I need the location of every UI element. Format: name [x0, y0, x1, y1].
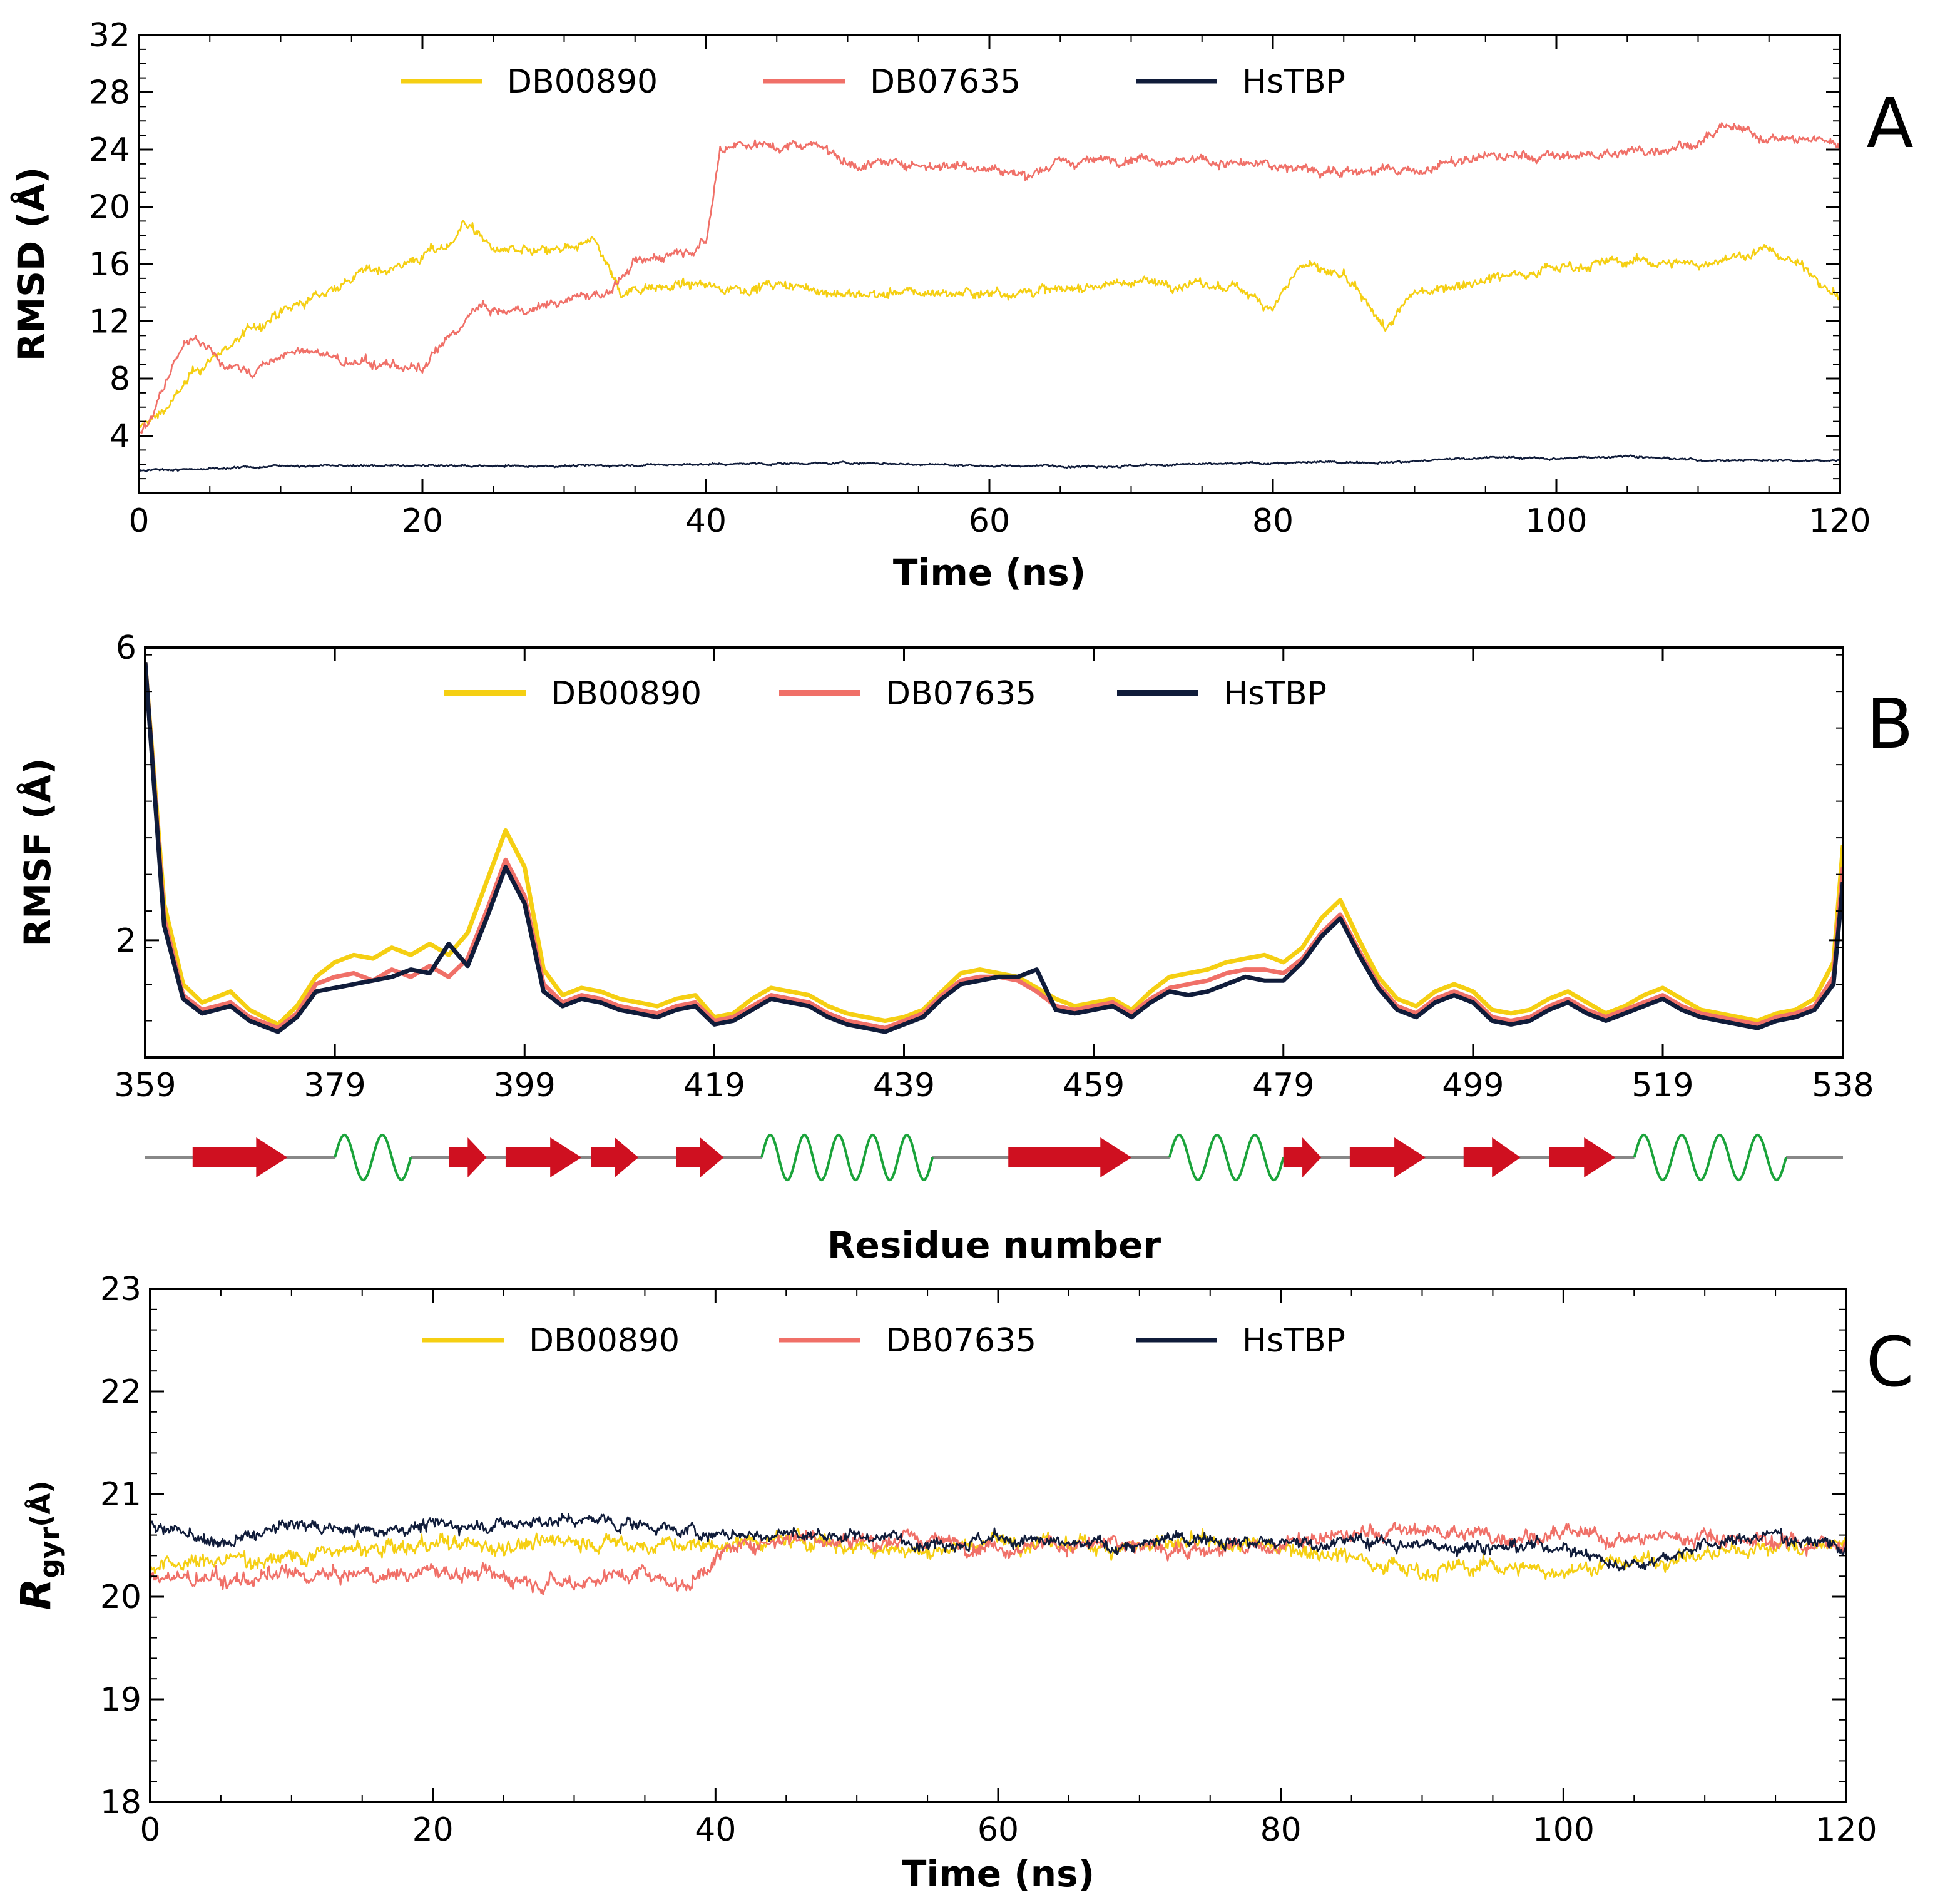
- legend-label-db00890: DB00890: [551, 675, 702, 713]
- beta-strand-arrow: [591, 1137, 639, 1177]
- y-tick-label: 32: [89, 17, 130, 54]
- beta-strand-arrow: [449, 1137, 487, 1177]
- beta-strand-arrow: [1008, 1137, 1132, 1177]
- plot-frame: [138, 34, 1841, 494]
- x-tick-label: 499: [1442, 1067, 1504, 1104]
- x-tick-label: 519: [1631, 1067, 1693, 1104]
- x-tick-label: 80: [1252, 502, 1294, 540]
- legend-label-db07635: DB07635: [886, 1322, 1036, 1360]
- x-tick-label: 100: [1525, 502, 1587, 540]
- legend-label-db07635: DB07635: [886, 675, 1036, 713]
- x-tick-label: 538: [1812, 1067, 1874, 1104]
- legend-label-db00890: DB00890: [529, 1322, 680, 1360]
- y-tick-label: 2: [116, 922, 136, 960]
- y-tick-label: 24: [89, 131, 130, 169]
- series-line-hstbp: [150, 1513, 1846, 1572]
- series-line-db00890: [139, 220, 1840, 428]
- series-line-db07635: [150, 1522, 1846, 1595]
- beta-strand-arrow: [1283, 1137, 1322, 1177]
- y-tick-label: 20: [89, 189, 130, 226]
- plot-frame: [144, 646, 1844, 1059]
- x-axis-title: Residue number: [827, 1224, 1161, 1266]
- x-tick-label: 80: [1260, 1811, 1302, 1849]
- beta-strand-arrow: [505, 1137, 582, 1177]
- panel-c: 0 20 40 60 80 100 120 18 19 20 21 22 23 Time (ns) Rgyr…: [12, 1271, 1914, 1895]
- legend-label-hstbp: HsTBP: [1223, 675, 1327, 713]
- alpha-helix-coil: [1633, 1133, 1788, 1182]
- x-tick-label: 419: [683, 1067, 745, 1104]
- panel-letter: B: [1866, 684, 1913, 764]
- series-line-db07635: [139, 122, 1840, 434]
- x-tick-label: 459: [1063, 1067, 1125, 1104]
- beta-strand-arrow: [1463, 1137, 1521, 1177]
- x-tick-label: 40: [695, 1811, 736, 1849]
- legend-label-db07635: DB07635: [870, 63, 1021, 101]
- x-tick-label: 120: [1809, 502, 1871, 540]
- y-tick-label: 22: [100, 1373, 141, 1411]
- plot-frame: [149, 1288, 1847, 1803]
- series-line-db00890: [145, 662, 1843, 1027]
- x-tick-label: 0: [140, 1811, 160, 1849]
- legend-label-hstbp: HsTBP: [1242, 63, 1345, 101]
- y-tick-label: 8: [110, 360, 130, 398]
- x-tick-label: 20: [412, 1811, 454, 1849]
- y-axis-title: Rgyr(Å): [12, 1481, 66, 1610]
- panel-letter: A: [1866, 83, 1913, 163]
- y-axis-title: RMSF (Å): [16, 758, 59, 947]
- y-tick-label: 6: [116, 629, 136, 667]
- x-tick-label: 439: [873, 1067, 935, 1104]
- x-tick-label: 100: [1533, 1811, 1595, 1849]
- x-tick-label: 120: [1815, 1811, 1877, 1849]
- beta-strand-arrow: [676, 1137, 724, 1177]
- x-tick-label: 359: [114, 1067, 176, 1104]
- secondary-structure-track: [145, 1133, 1843, 1182]
- y-tick-label: 18: [100, 1784, 141, 1821]
- y-tick-label: 16: [89, 246, 130, 283]
- series-line-hstbp: [139, 454, 1840, 473]
- legend-label-hstbp: HsTBP: [1242, 1322, 1345, 1360]
- x-tick-label: 379: [304, 1067, 365, 1104]
- panel-a: 0 20 40 60 80 100 120 4 8 12 16 20 24 28 32 Time (ns) RM…: [9, 17, 1914, 594]
- alpha-helix-coil: [334, 1133, 412, 1182]
- y-tick-label: 28: [89, 74, 130, 112]
- panel-b: 359 379 399 419 439 459 479 499 519 538 2 6 Residue …: [16, 629, 1914, 1266]
- x-tick-label: 479: [1252, 1067, 1314, 1104]
- beta-strand-arrow: [1349, 1137, 1426, 1177]
- alpha-helix-coil: [1168, 1133, 1285, 1182]
- x-tick-label: 40: [685, 502, 727, 540]
- x-tick-label: 0: [128, 502, 149, 540]
- y-axis-title: RMSD (Å): [9, 167, 53, 361]
- y-tick-label: 19: [100, 1681, 141, 1719]
- beta-strand-arrow: [1549, 1137, 1616, 1177]
- x-tick-label: 20: [402, 502, 443, 540]
- y-tick-label: 20: [100, 1579, 141, 1616]
- x-axis-title: Time (ns): [902, 1853, 1095, 1895]
- panel-letter: C: [1866, 1322, 1914, 1402]
- series-line-hstbp: [145, 662, 1843, 1034]
- y-tick-label: 4: [110, 418, 130, 455]
- y-tick-label: 23: [100, 1271, 141, 1308]
- beta-strand-arrow: [192, 1137, 288, 1177]
- x-axis-title: Time (ns): [893, 551, 1086, 594]
- alpha-helix-coil: [760, 1133, 934, 1182]
- legend-label-db00890: DB00890: [507, 63, 658, 101]
- y-tick-label: 21: [100, 1476, 141, 1513]
- x-tick-label: 60: [977, 1811, 1019, 1849]
- x-tick-label: 60: [969, 502, 1010, 540]
- y-tick-label: 12: [89, 303, 130, 341]
- x-tick-label: 399: [494, 1067, 556, 1104]
